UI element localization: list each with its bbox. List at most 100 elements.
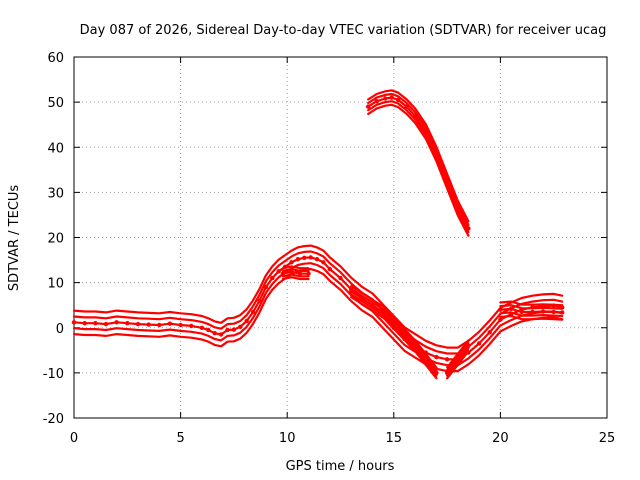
y-tick-label: -10 bbox=[43, 367, 64, 382]
series-line bbox=[499, 311, 564, 318]
y-tick-label: 40 bbox=[47, 141, 64, 156]
series-line bbox=[446, 347, 470, 377]
series-layer bbox=[71, 89, 565, 380]
series-line bbox=[499, 300, 564, 307]
data-point bbox=[551, 309, 556, 315]
x-tick-label: 5 bbox=[176, 431, 184, 446]
y-tick-label: 50 bbox=[47, 96, 64, 111]
data-point bbox=[444, 357, 450, 362]
data-point bbox=[280, 271, 286, 276]
data-point bbox=[349, 289, 354, 294]
data-point bbox=[366, 104, 371, 109]
series-dip-branch bbox=[444, 339, 471, 380]
data-point bbox=[383, 96, 388, 101]
series-line bbox=[350, 293, 438, 377]
data-point bbox=[302, 255, 307, 260]
data-point bbox=[434, 370, 439, 376]
data-point bbox=[308, 255, 313, 260]
data-point bbox=[391, 321, 396, 326]
data-point bbox=[402, 332, 407, 337]
data-point bbox=[455, 357, 460, 362]
data-point bbox=[412, 343, 418, 348]
data-point bbox=[135, 321, 141, 327]
series-pre-peak-branch bbox=[280, 265, 311, 281]
data-point bbox=[560, 310, 565, 315]
data-point bbox=[530, 309, 535, 315]
data-point bbox=[103, 321, 109, 327]
x-tick-label: 0 bbox=[70, 431, 78, 446]
data-point bbox=[540, 309, 546, 314]
data-point bbox=[476, 341, 482, 346]
series-line bbox=[281, 268, 310, 272]
data-point bbox=[82, 321, 87, 326]
data-point bbox=[225, 327, 230, 333]
data-point bbox=[125, 321, 130, 326]
data-point bbox=[206, 327, 211, 333]
series-line bbox=[446, 339, 470, 369]
series-line bbox=[350, 285, 438, 369]
x-tick-label: 25 bbox=[599, 431, 616, 446]
data-point bbox=[374, 99, 379, 104]
data-point bbox=[498, 307, 503, 312]
chart-title: Day 087 of 2026, Sidereal Day-to-day VTE… bbox=[80, 23, 607, 38]
data-point bbox=[93, 321, 98, 326]
data-point bbox=[263, 284, 269, 290]
data-point bbox=[466, 226, 471, 231]
data-point bbox=[157, 322, 162, 328]
grid bbox=[74, 57, 607, 418]
data-point bbox=[270, 275, 275, 281]
series-line bbox=[281, 270, 310, 275]
data-point bbox=[338, 275, 343, 281]
data-point bbox=[327, 266, 332, 272]
data-point bbox=[244, 318, 249, 324]
series-line bbox=[350, 296, 438, 380]
data-point bbox=[434, 354, 439, 360]
data-point bbox=[519, 309, 524, 315]
data-point bbox=[199, 325, 205, 330]
ticks: 0 5 10 15 20 25 -20 -10 0 10 20 30 40 50 60 bbox=[43, 51, 616, 446]
series-line bbox=[281, 265, 310, 270]
data-point bbox=[146, 322, 151, 327]
data-point bbox=[231, 327, 237, 332]
series-lower-branch bbox=[349, 285, 439, 380]
data-point bbox=[314, 257, 320, 262]
y-tick-label: 20 bbox=[47, 232, 64, 247]
series-line bbox=[72, 262, 564, 367]
data-point bbox=[423, 357, 428, 362]
data-point bbox=[306, 271, 311, 276]
series-evening-band bbox=[498, 300, 565, 321]
y-tick-label: 60 bbox=[47, 51, 64, 66]
data-point bbox=[487, 330, 492, 335]
series-line bbox=[446, 342, 470, 372]
y-tick-label: -20 bbox=[43, 412, 64, 427]
series-line bbox=[350, 287, 438, 372]
data-point bbox=[455, 206, 460, 211]
data-point bbox=[404, 104, 409, 109]
data-point bbox=[250, 309, 256, 315]
data-point bbox=[380, 309, 386, 315]
series-line bbox=[281, 276, 310, 281]
data-point bbox=[297, 271, 303, 276]
data-point bbox=[212, 331, 217, 336]
data-point bbox=[178, 322, 183, 328]
data-point bbox=[218, 332, 224, 337]
data-point bbox=[359, 296, 364, 301]
series-line bbox=[367, 100, 470, 234]
data-point bbox=[395, 97, 401, 103]
data-point bbox=[289, 269, 294, 274]
x-tick-label: 20 bbox=[492, 431, 509, 446]
data-point bbox=[444, 178, 450, 184]
data-point bbox=[189, 323, 194, 329]
y-tick-label: 10 bbox=[47, 277, 64, 292]
data-point bbox=[321, 260, 326, 265]
data-point bbox=[167, 321, 173, 326]
series-line bbox=[281, 273, 310, 278]
data-point bbox=[370, 303, 375, 308]
data-point bbox=[434, 151, 439, 157]
x-tick-label: 15 bbox=[386, 431, 403, 446]
y-axis-label: SDTVAR / TECUs bbox=[7, 185, 22, 292]
series-line bbox=[367, 103, 470, 237]
series-high-arc bbox=[366, 89, 471, 237]
